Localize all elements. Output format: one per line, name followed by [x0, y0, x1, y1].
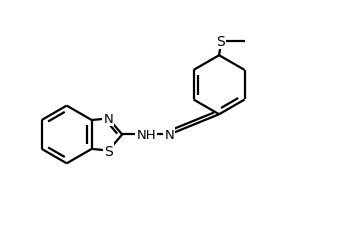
Text: S: S	[104, 144, 113, 158]
Text: N: N	[103, 112, 113, 125]
Text: S: S	[216, 35, 225, 49]
Text: N: N	[164, 128, 174, 141]
Text: NH: NH	[136, 128, 156, 141]
